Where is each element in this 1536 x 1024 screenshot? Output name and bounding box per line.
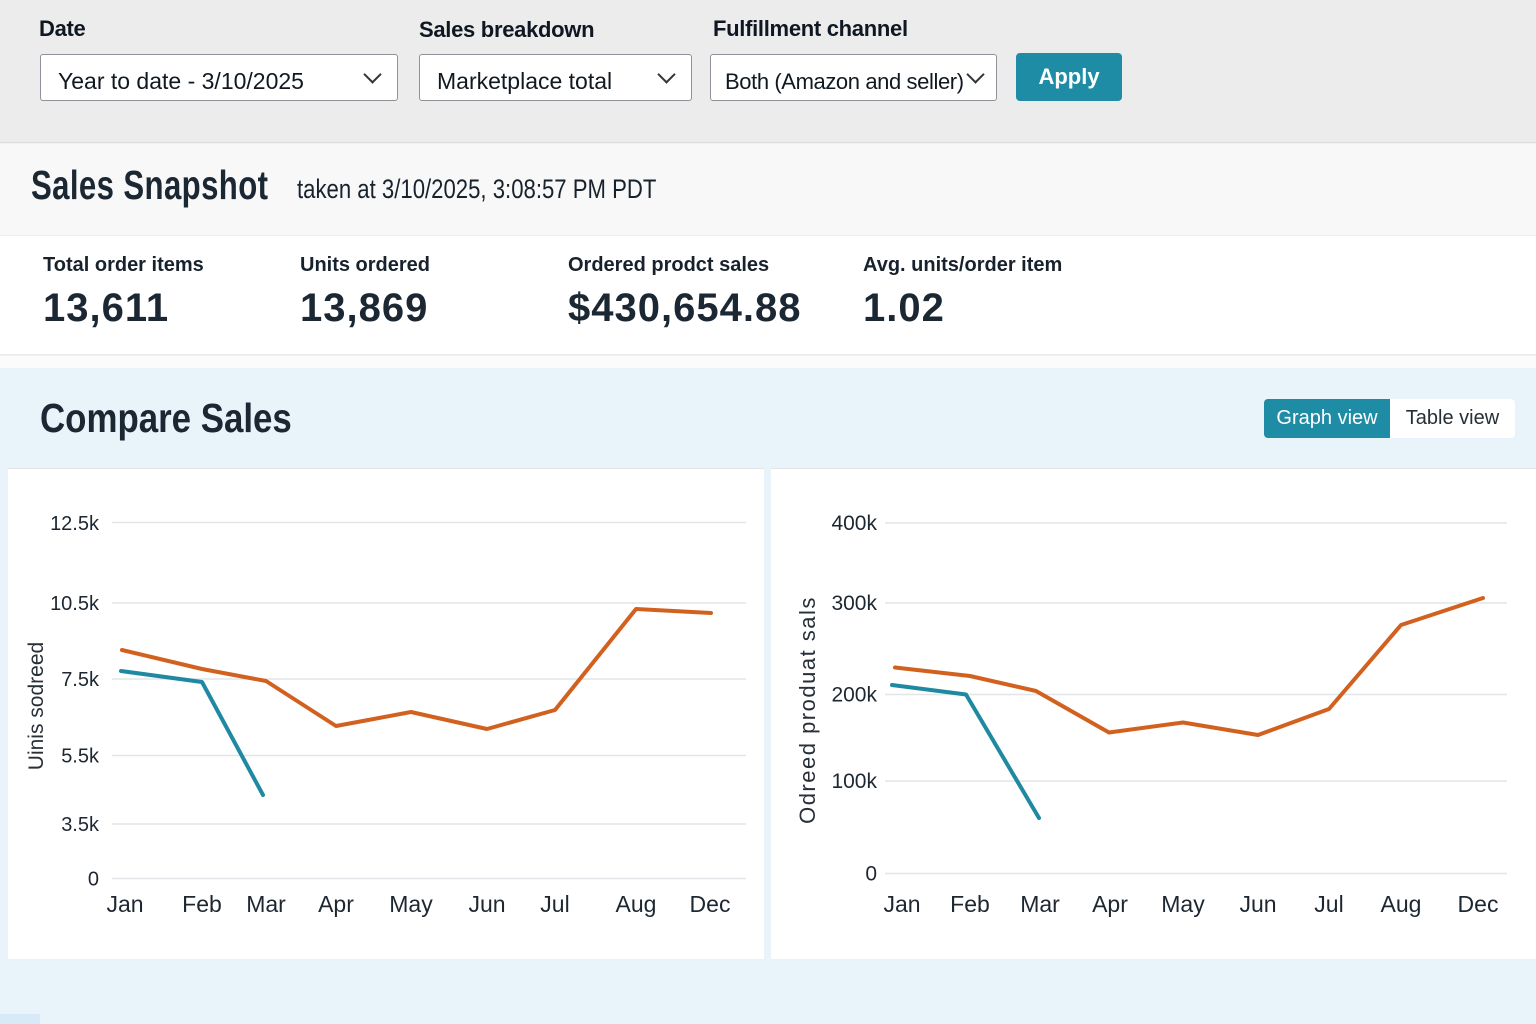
svg-text:300k: 300k	[831, 592, 877, 615]
svg-text:0: 0	[88, 869, 99, 891]
svg-text:7.5k: 7.5k	[61, 669, 100, 691]
svg-text:Dec: Dec	[690, 891, 731, 917]
svg-text:Feb: Feb	[950, 891, 990, 917]
svg-text:Uinis sodreed: Uinis sodreed	[25, 642, 48, 770]
svg-text:12.5k: 12.5k	[50, 513, 100, 535]
svg-text:Aug: Aug	[1381, 891, 1422, 917]
svg-text:Jul: Jul	[540, 891, 569, 917]
svg-text:May: May	[1161, 891, 1205, 917]
svg-text:Jan: Jan	[106, 891, 143, 917]
svg-text:Odreed produat sals: Odreed produat sals	[795, 596, 820, 824]
svg-text:10.5k: 10.5k	[50, 593, 100, 615]
svg-text:Jan: Jan	[883, 891, 920, 917]
svg-text:Jun: Jun	[1239, 891, 1276, 917]
svg-text:Apr: Apr	[318, 891, 354, 917]
svg-text:Aug: Aug	[616, 891, 657, 917]
svg-text:Dec: Dec	[1458, 891, 1499, 917]
svg-text:Feb: Feb	[182, 891, 222, 917]
svg-text:Jul: Jul	[1314, 891, 1343, 917]
svg-text:Mar: Mar	[1020, 891, 1060, 917]
svg-text:5.5k: 5.5k	[61, 746, 100, 768]
svg-text:3.5k: 3.5k	[61, 814, 100, 836]
svg-text:Mar: Mar	[246, 891, 286, 917]
svg-text:Jun: Jun	[468, 891, 505, 917]
svg-text:0: 0	[865, 863, 877, 886]
svg-text:400k: 400k	[831, 512, 877, 535]
svg-text:May: May	[389, 891, 433, 917]
svg-text:200k: 200k	[831, 684, 877, 707]
svg-text:Apr: Apr	[1092, 891, 1128, 917]
svg-text:100k: 100k	[831, 770, 877, 793]
